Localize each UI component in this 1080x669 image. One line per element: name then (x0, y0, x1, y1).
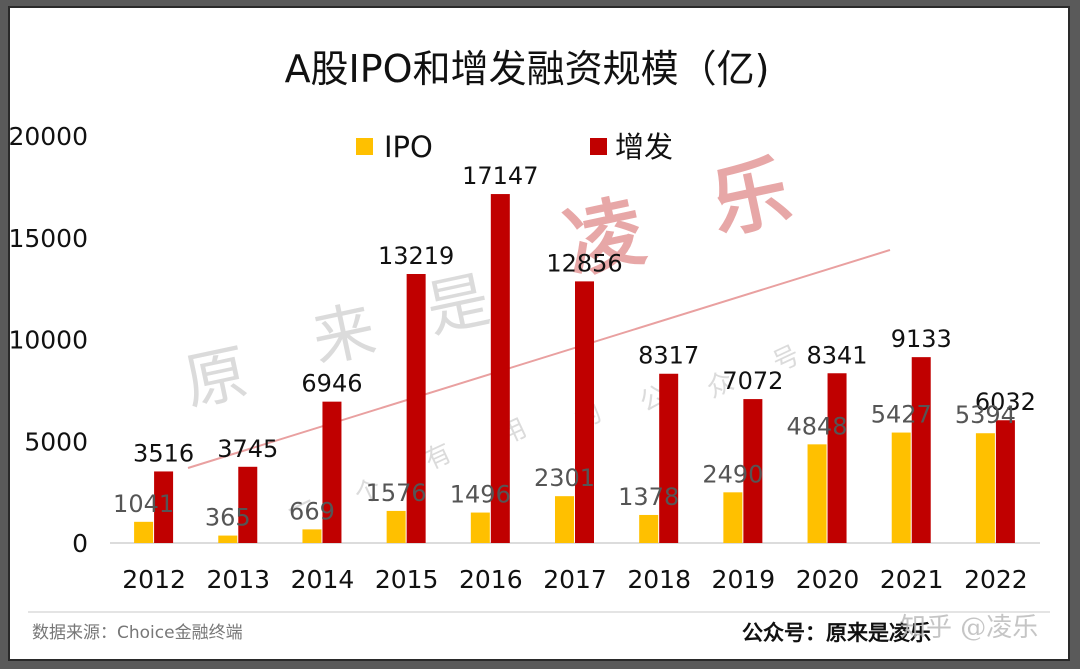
x-tick-label: 2013 (206, 565, 270, 594)
x-tick-label: 2021 (880, 565, 944, 594)
data-label-add: 17147 (462, 162, 538, 190)
trend-line (187, 249, 891, 469)
data-label-add: 6946 (301, 370, 362, 398)
bar-ipo (723, 492, 743, 543)
chart-frame (8, 6, 1070, 661)
watermark-char: 有 (420, 438, 456, 476)
data-label-ipo: 1576 (366, 479, 427, 507)
y-tick-label: 20000 (8, 122, 88, 151)
data-label-ipo: 2301 (534, 464, 595, 492)
y-tick-label: 5000 (24, 427, 88, 456)
data-label-add: 7072 (722, 367, 783, 395)
data-label-ipo: 669 (289, 497, 335, 525)
data-label-ipo: 1378 (618, 483, 679, 511)
x-tick-label: 2016 (459, 565, 523, 594)
bar-add (322, 401, 342, 543)
data-label-add: 9133 (891, 325, 952, 353)
bars-group: 3516 1041 3745 365 6946 669 13219 1576 17147 1496… (113, 162, 1036, 544)
x-axis: 2012 2013 2014 2015 2016 2017 2018 2019 2020 2021… (122, 565, 1027, 594)
legend-swatch-add (590, 138, 607, 155)
y-tick-label: 10000 (8, 326, 88, 355)
watermark-char: 凌 (557, 185, 652, 290)
watermark-char: 乐 (703, 145, 798, 250)
bar-add (238, 466, 258, 543)
data-label-add: 8317 (638, 342, 699, 370)
data-label-ipo: 4848 (787, 412, 848, 440)
x-tick-label: 2012 (122, 565, 186, 594)
bar-ipo (807, 444, 827, 543)
watermark-char: 来 (306, 292, 382, 376)
x-tick-label: 2020 (796, 565, 860, 594)
account-name: 公众号：原来是凌乐 (742, 621, 931, 645)
data-source: 数据来源：Choice金融终端 (32, 623, 243, 643)
bar-add (995, 420, 1015, 543)
x-tick-label: 2015 (375, 565, 439, 594)
y-tick-label: 0 (72, 529, 88, 558)
watermark-char: 是 (420, 262, 496, 346)
x-tick-label: 2022 (964, 565, 1028, 594)
bar-add (911, 357, 931, 543)
bar-ipo (386, 510, 406, 543)
watermark-char: 原 (178, 335, 254, 419)
bar-ipo (218, 535, 238, 543)
bar-add (575, 281, 594, 543)
x-tick-label: 2019 (712, 565, 776, 594)
bar-ipo (470, 512, 490, 543)
chart-title: A股IPO和增发融资规模（亿) (285, 47, 770, 91)
data-label-ipo: 1041 (113, 490, 174, 518)
bar-ipo (302, 529, 322, 543)
legend-swatch-ipo (356, 138, 373, 155)
bar-add (659, 373, 679, 543)
data-label-add: 8341 (807, 341, 868, 369)
data-label-add: 12856 (546, 249, 622, 277)
y-axis: 0 5000 10000 15000 20000 (8, 122, 88, 558)
data-label-ipo: 5427 (871, 401, 932, 429)
data-label-add: 3516 (133, 439, 194, 467)
bar-add (490, 194, 510, 544)
x-tick-label: 2017 (543, 565, 607, 594)
x-tick-label: 2014 (291, 565, 355, 594)
bar-ipo (134, 521, 154, 543)
bar-ipo (975, 433, 995, 543)
bar-add (154, 471, 174, 543)
bar-ipo (555, 496, 574, 543)
legend: IPO 增发 (356, 130, 673, 164)
platform-watermark: 知乎 @凌乐 (900, 613, 1038, 643)
data-label-ipo: 2490 (702, 460, 763, 488)
bar-ipo (891, 432, 911, 543)
y-tick-label: 15000 (8, 224, 88, 253)
bar-add (406, 273, 426, 543)
watermark-layer: 原 来 是 凌 乐 一 个 有 用 的 公 众 号 (178, 145, 891, 526)
data-label-ipo: 1496 (450, 481, 511, 509)
x-tick-label: 2018 (627, 565, 691, 594)
data-label-add: 13219 (378, 242, 454, 270)
data-label-ipo: 5394 (955, 401, 1016, 429)
bar-ipo (639, 514, 659, 543)
legend-label-add: 增发 (615, 130, 673, 164)
bar-add (743, 399, 763, 543)
bar-add (827, 373, 847, 543)
data-label-add: 3745 (217, 435, 278, 463)
data-label-ipo: 365 (205, 504, 251, 532)
data-label-add: 6032 (975, 388, 1036, 416)
legend-label-ipo: IPO (384, 130, 433, 164)
